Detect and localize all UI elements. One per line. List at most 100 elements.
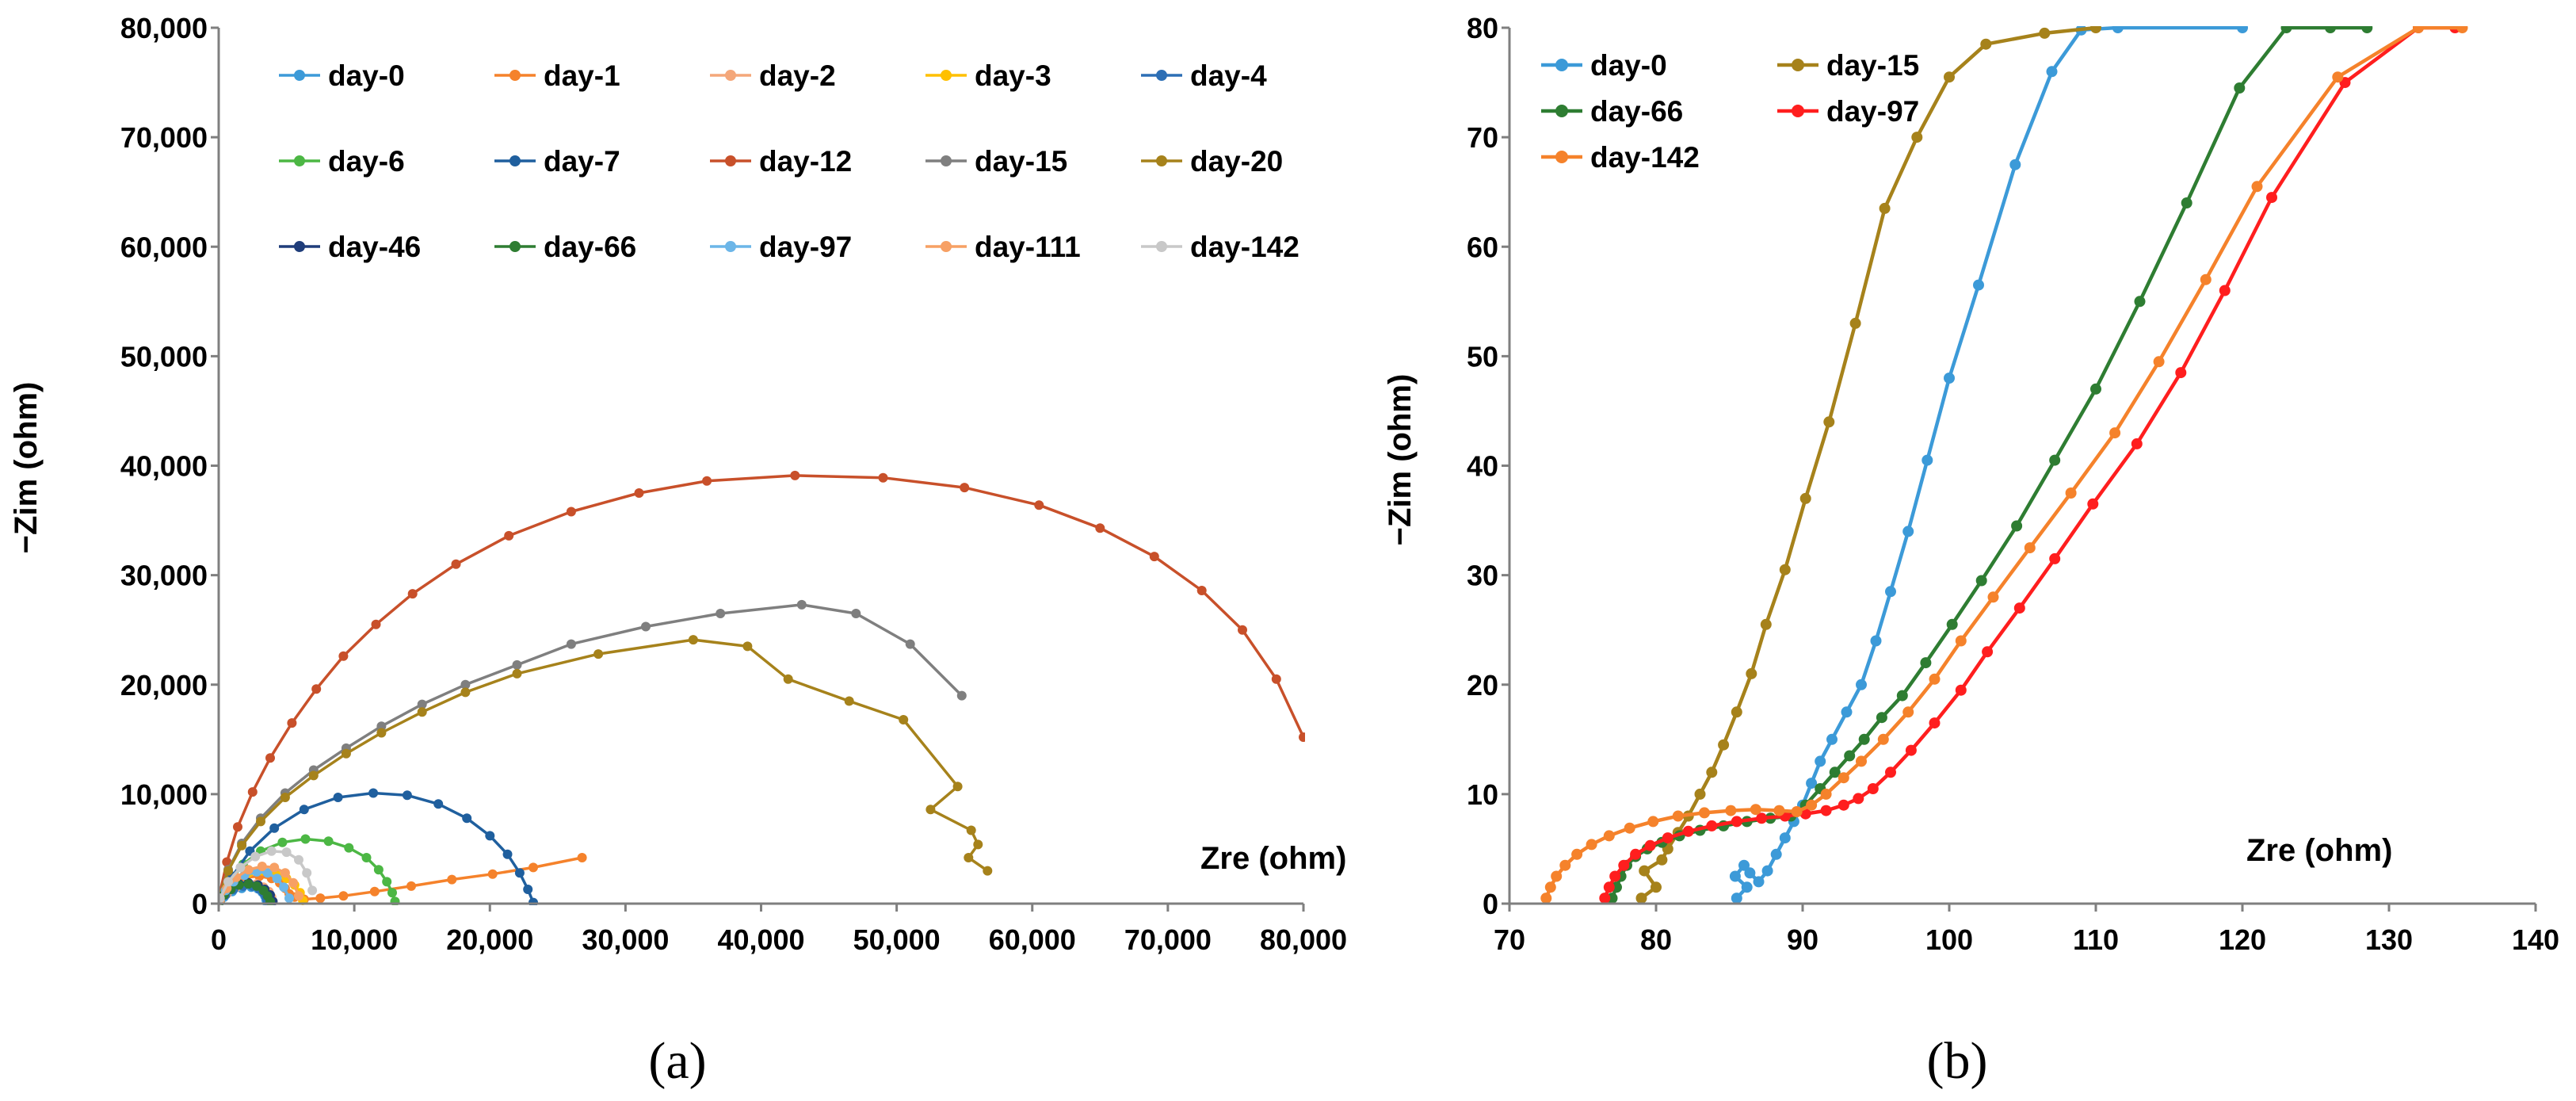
panel-b-point-day-0 — [2112, 26, 2124, 33]
panel-b-x-tick-label: 90 — [1787, 923, 1818, 956]
panel-b-point-day-142 — [1624, 822, 1635, 834]
panel-b-point-day-0 — [2237, 26, 2248, 33]
panel-a-point-day-12 — [233, 822, 242, 832]
legend-swatch-marker — [509, 155, 521, 166]
panel-a-point-day-20 — [223, 866, 233, 876]
panel-a-point-day-12 — [371, 619, 381, 629]
panel-a-point-day-7 — [514, 868, 525, 878]
panel-b-point-day-97 — [2266, 192, 2277, 204]
panel-b-x-tick-label: 80 — [1640, 923, 1672, 956]
panel-a-point-day-6 — [373, 865, 384, 875]
panel-b-point-day-142 — [1987, 591, 1999, 603]
panel-a-point-day-142 — [281, 847, 292, 858]
panel-a-legend-entry-day-2: day-2 — [710, 59, 836, 92]
panel-a-point-day-142 — [235, 862, 246, 873]
panel-a-point-day-7 — [462, 813, 472, 824]
panel-b-point-day-142 — [2332, 71, 2344, 83]
panel-b-point-day-97 — [1603, 881, 1615, 893]
panel-b-point-day-142 — [1750, 804, 1761, 816]
panel-a-series-day-7 — [219, 788, 538, 905]
panel-a-point-day-6 — [323, 836, 334, 847]
panel-a-point-day-15 — [460, 679, 471, 690]
panel-b-point-day-142 — [1672, 810, 1684, 822]
panel-b-point-day-15 — [1879, 202, 1891, 214]
legend-label: day-7 — [544, 145, 620, 178]
panel-a-point-day-142 — [250, 851, 261, 862]
legend-swatch-marker — [294, 155, 305, 166]
panel-a-point-day-6 — [382, 877, 392, 887]
panel-a-point-day-111 — [280, 868, 290, 878]
panel-a-point-day-12 — [1095, 523, 1105, 533]
panel-a-point-day-20 — [417, 707, 427, 717]
panel-b-point-day-15 — [1746, 667, 1757, 679]
panel-b-point-day-97 — [1867, 783, 1879, 794]
panel-a-x-tick-label: 50,000 — [853, 923, 941, 956]
panel-b-point-day-142 — [1725, 805, 1737, 816]
panel-a-point-day-15 — [716, 609, 726, 618]
legend-label: day-15 — [1826, 49, 1919, 82]
panel-a-point-day-20 — [460, 687, 471, 698]
legend-label: day-46 — [328, 231, 421, 263]
panel-b-xlabel: Zre (ohm) — [2246, 833, 2392, 868]
panel-a-point-day-66 — [251, 881, 261, 891]
panel-b-point-day-66 — [2134, 296, 2146, 308]
panel-b-point-day-97 — [2175, 367, 2187, 379]
legend-swatch-marker — [509, 70, 521, 81]
panel-a-point-day-7 — [333, 793, 343, 802]
panel-b-point-day-142 — [2200, 273, 2212, 285]
panel-a-x-tick-label: 60,000 — [989, 923, 1076, 956]
panel-a-point-day-111 — [294, 891, 303, 901]
panel-a-xlabel: Zre (ohm) — [1200, 841, 1346, 876]
panel-b-point-day-0 — [1815, 755, 1826, 767]
panel-a-point-day-142 — [223, 877, 233, 887]
panel-a-point-day-1 — [487, 869, 498, 879]
panel-a-legend-entry-day-7: day-7 — [494, 145, 620, 178]
panel-a-point-day-12 — [960, 483, 970, 493]
panel-b-point-day-15 — [1760, 618, 1772, 630]
panel-a-point-day-20 — [280, 793, 290, 802]
panel-a-point-day-20 — [899, 715, 909, 724]
panel-b-point-day-0 — [2046, 66, 2058, 78]
legend-swatch-marker — [1156, 155, 1167, 166]
panel-a-point-day-12 — [790, 470, 800, 480]
panel-b-point-day-142 — [1929, 673, 1941, 685]
panel-a-point-day-111 — [288, 877, 299, 888]
panel-a-y-tick-label: 20,000 — [120, 669, 208, 702]
panel-b-point-day-142 — [1603, 830, 1615, 842]
panel-a-point-day-20 — [688, 635, 698, 645]
panel-a-ylabel: −Zim (ohm) — [9, 382, 44, 554]
panel-a-legend-entry-day-4: day-4 — [1141, 59, 1267, 92]
panel-b-x-tick-label: 100 — [1925, 923, 1973, 956]
panel-b-y-tick-label: 50 — [1467, 340, 1498, 373]
panel-b-point-day-66 — [2361, 26, 2373, 33]
legend-label: day-142 — [1190, 231, 1299, 263]
panel-b-point-day-15 — [1718, 739, 1730, 751]
panel-b-point-day-15 — [1706, 766, 1718, 778]
panel-a-point-day-12 — [634, 488, 644, 498]
panel-b-point-day-97 — [1838, 799, 1849, 811]
panel-b: 70 80 90 100 110 120 130 140 0 10 20 30 40 50 60 70 80 Z… — [1383, 12, 2559, 1090]
panel-a-point-day-7 — [368, 788, 379, 798]
legend-swatch-marker — [1555, 151, 1568, 163]
panel-b-point-day-0 — [1779, 832, 1791, 844]
panel-a-point-day-6 — [300, 834, 311, 844]
panel-b-point-day-15 — [1911, 132, 1923, 143]
panel-b-series-group — [1540, 26, 2468, 904]
panel-a-legend-entry-day-3: day-3 — [925, 59, 1051, 92]
legend-label: day-0 — [1590, 49, 1667, 82]
panel-b-point-day-97 — [2219, 285, 2231, 296]
panel-a-point-day-111 — [243, 865, 254, 875]
panel-b-point-day-97 — [1905, 744, 1917, 756]
panel-b-point-day-66 — [2049, 454, 2061, 466]
panel-b-y-tick-label: 70 — [1467, 121, 1498, 154]
panel-b-point-day-0 — [1856, 679, 1867, 690]
legend-swatch-marker — [1156, 241, 1167, 252]
panel-b-point-day-15 — [1656, 854, 1668, 866]
panel-b-point-day-0 — [2009, 159, 2021, 170]
panel-b-point-day-142 — [1647, 816, 1659, 828]
panel-b-point-day-0 — [1826, 733, 1838, 745]
panel-a-y-tick-label: 0 — [192, 888, 208, 920]
panel-b-point-day-66 — [2090, 383, 2101, 395]
legend-swatch-marker — [294, 241, 305, 252]
